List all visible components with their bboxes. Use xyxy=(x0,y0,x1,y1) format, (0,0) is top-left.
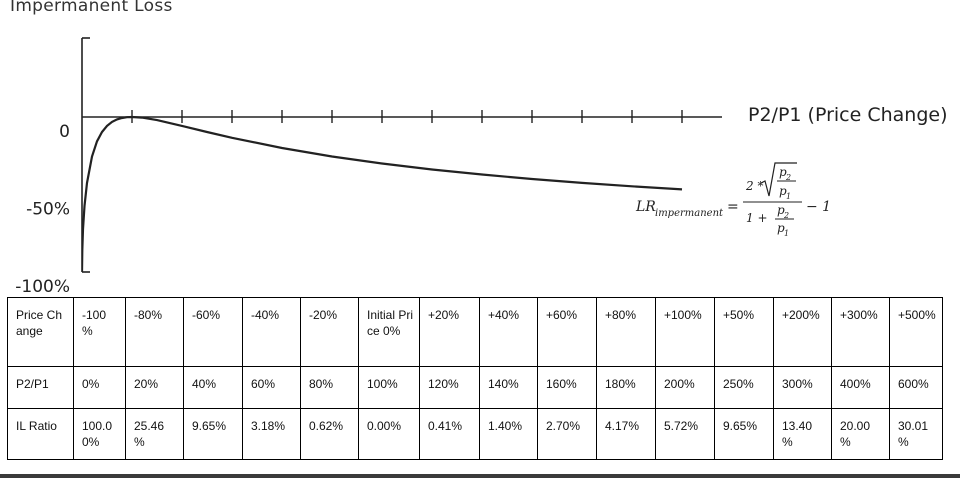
formula-sqrt-sign xyxy=(760,162,797,197)
table-cell: 160% xyxy=(537,366,597,409)
table-cell: 3.18% xyxy=(242,408,301,460)
table-cell: +500% xyxy=(889,297,943,367)
formula-inner-p2-sub: 2 xyxy=(785,173,791,182)
impermanent-loss-chart: 0 -50% -100% P2/P1 (Price Change) LR imperm… xyxy=(15,37,948,297)
table-cell: 20.00 % xyxy=(831,408,890,460)
table-cell: 180% xyxy=(596,366,656,409)
formula-denom-p1: p xyxy=(777,221,785,235)
formula-denom-p2-sub: 2 xyxy=(783,211,789,220)
y-tick-label: 0 xyxy=(59,122,70,142)
formula-lhs-subscript: impermanent xyxy=(655,208,724,219)
row-header-cell: P2/P1 xyxy=(7,366,74,409)
x-ticks xyxy=(131,110,683,123)
bottom-rule xyxy=(0,474,960,478)
table-cell: 1.40% xyxy=(479,408,538,460)
impermanent-loss-formula: LR impermanent =2 *p 2p 11 +p 2p 1− 1 xyxy=(635,162,831,238)
row-header-cell: Price Change xyxy=(7,297,74,367)
x-axis-label: P2/P1 (Price Change) xyxy=(748,104,948,126)
table-cell: 60% xyxy=(242,366,301,409)
table-cell: 40% xyxy=(183,366,243,409)
y-tick-label: -100% xyxy=(15,277,70,297)
y-tick-label: -50% xyxy=(26,200,70,220)
table-cell: +80% xyxy=(596,297,656,367)
axes xyxy=(81,37,722,273)
impermanent-loss-table: Price Change -100 % -80% -60% -40% -20% Initia… xyxy=(7,297,943,460)
p2-p1-row: P2/P1 0% 20% 40% 60% 80% 100% 120% 140% 160% 180% 2… xyxy=(7,366,943,409)
table-cell: 20% xyxy=(125,366,184,409)
table-cell: -40% xyxy=(242,297,301,367)
table-cell: +50% xyxy=(714,297,774,367)
table-cell: 120% xyxy=(419,366,480,409)
table-cell: -60% xyxy=(183,297,243,367)
formula-lhs: LR xyxy=(635,199,656,215)
table-cell: 250% xyxy=(714,366,774,409)
chart-title: Impermanent Loss xyxy=(10,0,173,16)
table-cell: 400% xyxy=(831,366,890,409)
table-cell: -100 % xyxy=(73,297,126,367)
table-cell: 80% xyxy=(300,366,359,409)
il-ratio-row: IL Ratio 100.0 0% 25.46 % 9.65% 3.18% 0.62% 0.… xyxy=(7,408,943,460)
table-cell: 100% xyxy=(358,366,420,409)
formula-minus-one: − 1 xyxy=(806,199,831,215)
table-cell: 200% xyxy=(655,366,715,409)
formula-equals: = xyxy=(727,199,739,215)
table-cell: 300% xyxy=(773,366,832,409)
table-cell: 25.46 % xyxy=(125,408,184,460)
table-cell: +300% xyxy=(831,297,890,367)
table-cell: +60% xyxy=(537,297,597,367)
table-cell: 13.40 % xyxy=(773,408,832,460)
table-cell: 0% xyxy=(73,366,126,409)
table-cell: +20% xyxy=(419,297,480,367)
table-cell: 4.17% xyxy=(596,408,656,460)
table-cell: 0.41% xyxy=(419,408,480,460)
formula-inner-p1: p xyxy=(779,184,787,198)
table-cell: 140% xyxy=(479,366,538,409)
formula-inner-p2: p xyxy=(779,165,787,179)
table-cell: Initial Price 0% xyxy=(358,297,420,367)
table-cell: 5.72% xyxy=(655,408,715,460)
il-curve-line xyxy=(82,115,683,273)
table-cell: -80% xyxy=(125,297,184,367)
formula-denom-p2: p xyxy=(777,203,785,217)
price-change-row: Price Change -100 % -80% -60% -40% -20% Initia… xyxy=(7,297,943,367)
formula-denom-p1-sub: 1 xyxy=(784,229,789,238)
table-cell: +100% xyxy=(655,297,715,367)
formula-denominator-prefix: 1 + xyxy=(746,211,768,225)
table-cell: 100.0 0% xyxy=(73,408,126,460)
y-tick-labels: 0 -50% -100% xyxy=(15,122,70,297)
table-cell: -20% xyxy=(300,297,359,367)
table-cell: 9.65% xyxy=(183,408,243,460)
formula-numerator-coef: 2 * xyxy=(745,179,763,193)
table-cell: 600% xyxy=(889,366,943,409)
formula-inner-p1-sub: 1 xyxy=(786,192,791,201)
table-cell: +200% xyxy=(773,297,832,367)
table-cell: 0.62% xyxy=(300,408,359,460)
table-cell: 0.00% xyxy=(358,408,420,460)
table-cell: 9.65% xyxy=(714,408,774,460)
table-cell: 30.01 % xyxy=(889,408,943,460)
row-header-cell: IL Ratio xyxy=(7,408,74,460)
table-cell: 2.70% xyxy=(537,408,597,460)
table-cell: +40% xyxy=(479,297,538,367)
